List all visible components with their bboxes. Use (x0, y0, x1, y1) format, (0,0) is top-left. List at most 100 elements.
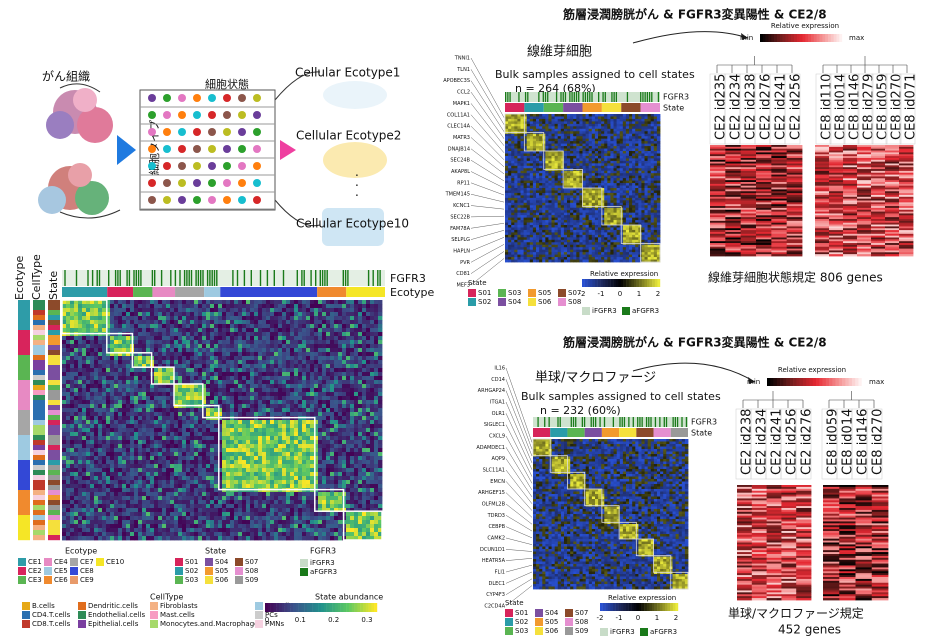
heat-cell (90, 416, 95, 421)
heat-cell (234, 440, 239, 445)
heat-cell (146, 344, 151, 349)
heat-cell (190, 384, 195, 389)
heat-cell (366, 508, 371, 513)
heat-cell (306, 404, 311, 409)
heat-cell (226, 472, 231, 477)
heat-cell (318, 532, 323, 537)
heat-cell (334, 456, 339, 461)
heat-cell (214, 456, 219, 461)
heat-cell (242, 312, 247, 317)
heat-cell (322, 464, 327, 469)
heat-cell (86, 352, 91, 357)
heat-cell (298, 524, 303, 529)
heat-cell (154, 400, 159, 405)
heat-cell (186, 384, 191, 389)
heat-cell (142, 524, 147, 529)
heat-cell (154, 324, 159, 329)
heat-cell (226, 500, 231, 505)
heat-cell (174, 384, 179, 389)
heat-cell (254, 520, 259, 525)
heat-cell (158, 420, 163, 425)
heat-cell (150, 492, 155, 497)
heat-cell (110, 380, 115, 385)
heat-cell (318, 440, 323, 445)
heat-cell (98, 432, 103, 437)
row-annotation (33, 355, 45, 361)
heat-cell (154, 380, 159, 385)
heat-cell (226, 480, 231, 485)
heat-cell (134, 344, 139, 349)
heat-cell (138, 488, 143, 493)
heat-cell (178, 344, 183, 349)
heat-cell (190, 340, 195, 345)
heat-cell (82, 344, 87, 349)
heat-cell (266, 332, 271, 337)
heat-cell (326, 404, 331, 409)
heat-cell (98, 308, 103, 313)
heat-cell (214, 500, 219, 505)
heat-cell (178, 368, 183, 373)
ecotype-track (107, 287, 134, 297)
heat-cell (134, 380, 139, 385)
heat-cell (234, 344, 239, 349)
heat-cell (354, 472, 359, 477)
heat-cell (270, 344, 275, 349)
heat-cell (366, 356, 371, 361)
heat-cell (130, 468, 135, 473)
heat-cell (206, 372, 211, 377)
heat-cell (170, 520, 175, 525)
heat-cell (238, 376, 243, 381)
heat-cell (342, 356, 347, 361)
heat-cell (214, 524, 219, 529)
heat-cell (154, 372, 159, 377)
heat-cell (298, 528, 303, 533)
heat-cell (62, 492, 67, 497)
row-annotation (18, 420, 30, 426)
heat-cell (102, 412, 107, 417)
heat-cell (146, 340, 151, 345)
heat-cell (250, 440, 255, 445)
cell-dot (148, 196, 156, 204)
heat-cell (110, 464, 115, 469)
heat-cell (290, 440, 295, 445)
heat-cell (66, 452, 71, 457)
heat-cell (150, 440, 155, 445)
heat-cell (202, 312, 207, 317)
heat-cell (290, 396, 295, 401)
heat-cell (246, 324, 251, 329)
heat-cell (354, 436, 359, 441)
fgfr3-tick (303, 270, 305, 286)
heat-cell (226, 344, 231, 349)
heat-cell (186, 372, 191, 377)
heat-cell (226, 380, 231, 385)
heat-cell (362, 332, 367, 337)
row-annotation (18, 390, 30, 396)
heat-cell (218, 384, 223, 389)
heat-cell (98, 304, 103, 309)
heat-cell (222, 424, 227, 429)
heat-cell (238, 368, 243, 373)
heat-cell (114, 464, 119, 469)
heat-cell (370, 440, 375, 445)
heat-cell (350, 464, 355, 469)
heat-cell (342, 420, 347, 425)
heat-cell (98, 396, 103, 401)
heat-cell (354, 328, 359, 333)
heat-cell (294, 364, 299, 369)
heat-cell (334, 392, 339, 397)
heat-cell (202, 356, 207, 361)
heat-cell (234, 380, 239, 385)
heat-cell (150, 420, 155, 425)
heat-cell (330, 452, 335, 457)
heat-cell (190, 380, 195, 385)
heat-cell (286, 444, 291, 449)
heat-cell (278, 304, 283, 309)
heat-cell (354, 416, 359, 421)
heat-cell (374, 460, 379, 465)
row-annotation (33, 465, 45, 471)
heat-cell (142, 344, 147, 349)
heat-cell (250, 372, 255, 377)
heat-cell (378, 508, 383, 513)
heat-cell (146, 436, 151, 441)
cell-dot (193, 196, 201, 204)
